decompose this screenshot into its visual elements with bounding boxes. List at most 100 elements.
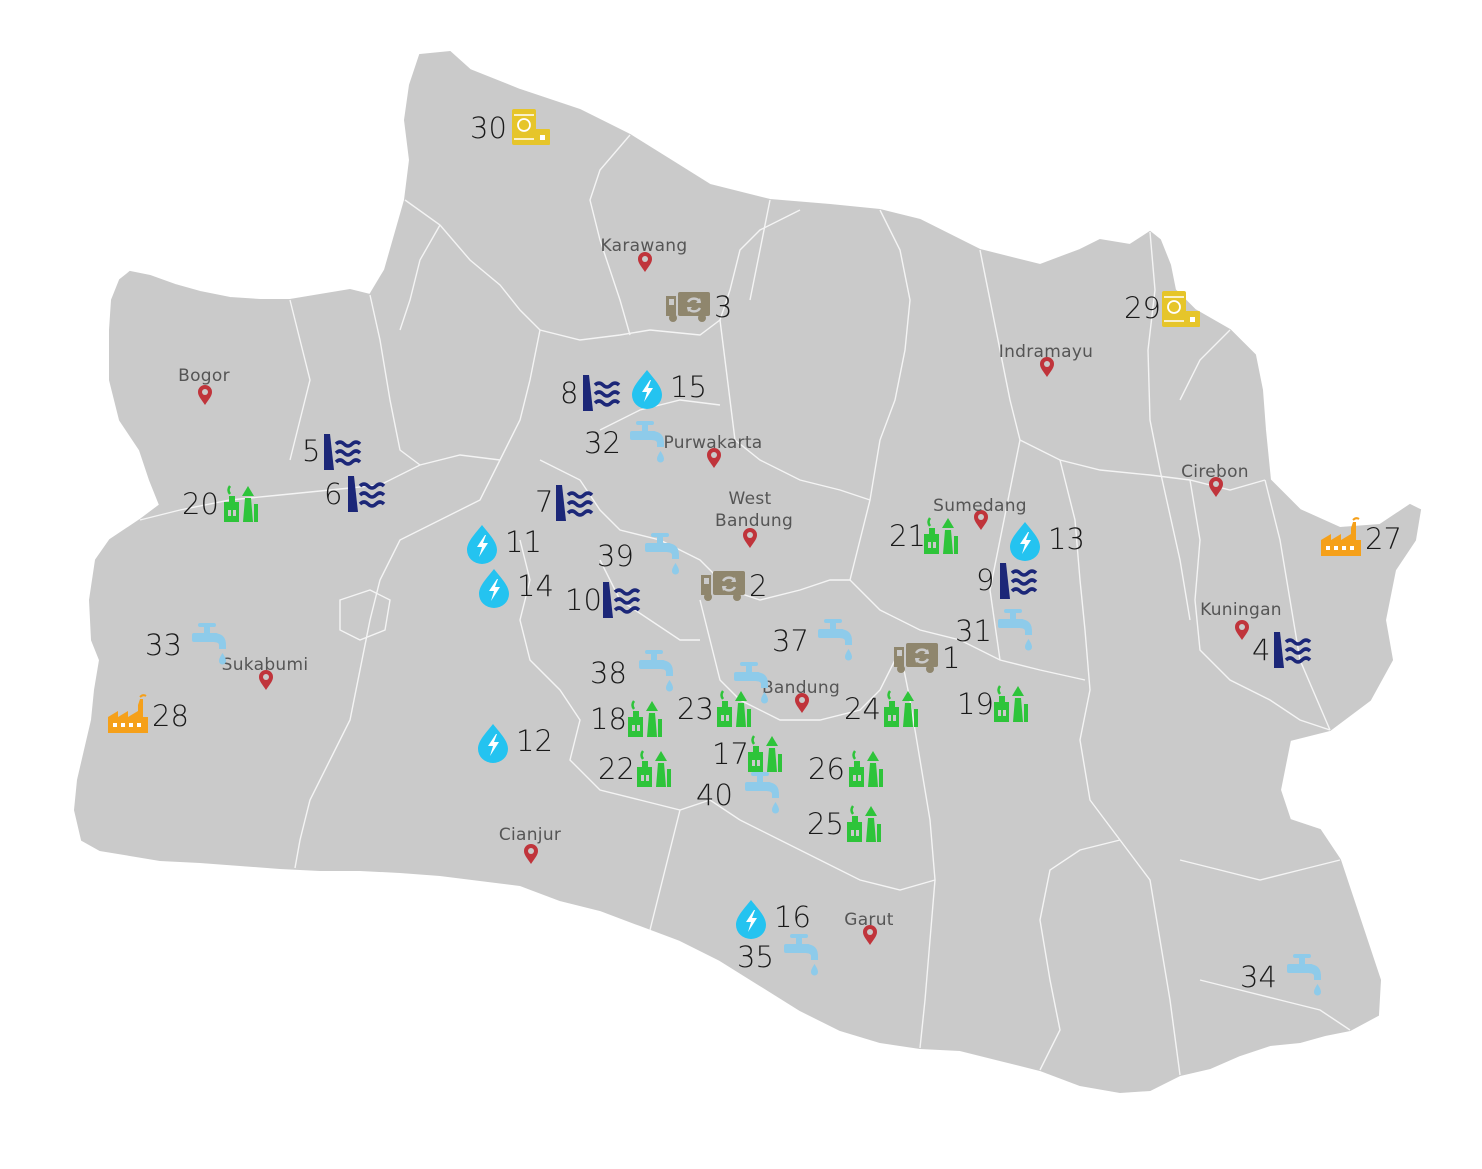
city-label: Bandung — [762, 678, 840, 698]
marker-30[interactable]: 30 — [470, 108, 551, 146]
marker-33[interactable]: 33 — [145, 623, 226, 665]
marker-number: 4 — [1252, 633, 1270, 667]
marker-8[interactable]: 8 — [560, 373, 621, 413]
marker-25[interactable]: 25 — [807, 804, 883, 844]
marker-28[interactable]: 28 — [107, 694, 189, 734]
marker-number: 33 — [145, 628, 182, 662]
marker-2[interactable]: 2 — [699, 569, 767, 603]
city-label: Sumedang — [933, 496, 1027, 516]
marker-number: 3 — [714, 290, 732, 324]
marker-20[interactable]: 20 — [182, 484, 260, 524]
city-cianjur[interactable]: Cianjur — [499, 825, 561, 864]
marker-9[interactable]: 9 — [976, 561, 1038, 601]
city-bogor[interactable]: Bogor — [178, 366, 230, 405]
marker-number: 13 — [1048, 522, 1085, 556]
marker-23[interactable]: 23 — [677, 689, 753, 729]
marker-6[interactable]: 6 — [324, 474, 386, 514]
marker-15[interactable]: 15 — [632, 370, 707, 409]
marker-39[interactable]: 39 — [597, 533, 679, 575]
marker-17[interactable]: 17 — [712, 734, 784, 774]
city-label: Sukabumi — [222, 655, 309, 675]
marker-number: 35 — [737, 940, 774, 974]
marker-29[interactable]: 29 — [1124, 290, 1201, 328]
city-label-wrap: West Bandung — [715, 489, 793, 531]
marker-number: 26 — [808, 752, 845, 786]
marker-38[interactable]: 38 — [590, 650, 673, 692]
marker-1[interactable]: 1 — [892, 641, 960, 675]
marker-number: 5 — [302, 434, 320, 468]
marker-number: 14 — [517, 569, 554, 603]
marker-21[interactable]: 21 — [889, 516, 960, 556]
city-garut[interactable]: Garut — [844, 910, 894, 945]
marker-3[interactable]: 3 — [664, 290, 732, 324]
city-label: Bogor — [178, 366, 230, 386]
marker-13[interactable]: 13 — [1010, 522, 1085, 561]
city-bandung[interactable]: Bandung — [762, 678, 840, 713]
marker-number: 18 — [590, 702, 627, 736]
marker-19[interactable]: 19 — [957, 684, 1030, 724]
marker-number: 34 — [1240, 960, 1277, 994]
marker-number: 37 — [772, 624, 809, 658]
marker-number: 15 — [670, 370, 707, 404]
marker-18[interactable]: 18 — [590, 699, 664, 739]
marker-number: 6 — [324, 477, 342, 511]
marker-number: 12 — [516, 724, 553, 758]
city-label: Cirebon — [1181, 462, 1249, 482]
marker-number: 8 — [560, 376, 578, 410]
province-landmass — [73, 50, 1422, 1094]
marker-number: 20 — [182, 487, 219, 521]
marker-26[interactable]: 26 — [808, 749, 885, 789]
marker-number: 24 — [844, 692, 881, 726]
marker-number: 32 — [584, 426, 621, 460]
marker-35[interactable]: 35 — [737, 934, 818, 976]
city-cirebon[interactable]: Cirebon — [1181, 462, 1249, 497]
marker-number: 2 — [749, 569, 767, 603]
city-label: Cianjur — [499, 825, 561, 845]
marker-7[interactable]: 7 — [535, 483, 594, 523]
marker-24[interactable]: 24 — [844, 689, 920, 729]
marker-number: 38 — [590, 656, 627, 690]
marker-4[interactable]: 4 — [1252, 630, 1312, 670]
marker-number: 17 — [712, 737, 749, 771]
marker-number: 29 — [1124, 291, 1161, 325]
marker-27[interactable]: 27 — [1320, 517, 1402, 557]
marker-number: 19 — [957, 687, 994, 721]
marker-40[interactable]: 40 — [696, 772, 779, 814]
marker-31[interactable]: 31 — [955, 609, 1032, 651]
marker-12[interactable]: 12 — [478, 724, 553, 763]
marker-5[interactable]: 5 — [302, 432, 362, 472]
marker-16[interactable]: 16 — [736, 900, 811, 939]
marker-number: 23 — [677, 692, 714, 726]
city-sumedang[interactable]: Sumedang — [933, 496, 1027, 530]
marker-number: 22 — [598, 752, 635, 786]
marker-number: 27 — [1365, 522, 1402, 556]
city-label: Kuningan — [1200, 600, 1282, 620]
marker-37[interactable]: 37 — [772, 619, 852, 661]
city-indramayu[interactable]: Indramayu — [999, 342, 1094, 377]
marker-number: 7 — [535, 485, 553, 519]
marker-number: 25 — [807, 807, 844, 841]
marker-11[interactable]: 11 — [467, 525, 542, 564]
city-west-bandung[interactable]: West Bandung — [690, 488, 810, 548]
city-karawang[interactable]: Karawang — [601, 236, 688, 272]
marker-34[interactable]: 34 — [1240, 954, 1321, 996]
city-label: Karawang — [601, 236, 688, 256]
city-sukabumi[interactable]: Sukabumi — [222, 655, 309, 690]
city-label: Garut — [844, 910, 894, 930]
city-label: Purwakarta — [663, 433, 762, 453]
marker-32[interactable]: 32 — [584, 421, 664, 463]
city-kuningan[interactable]: Kuningan — [1200, 600, 1282, 640]
marker-number: 1 — [942, 641, 960, 675]
markers-layer: 1 2 3 4 5 6 7 8 9 10 11 12 13 14 15 16 1… — [107, 108, 1402, 996]
regency-borders — [139, 134, 1351, 1076]
marker-number: 11 — [505, 525, 542, 559]
marker-22[interactable]: 22 — [598, 749, 673, 789]
marker-number: 16 — [774, 900, 811, 934]
marker-10[interactable]: 10 — [565, 580, 641, 620]
marker-14[interactable]: 14 — [479, 569, 554, 608]
marker-number: 21 — [889, 519, 926, 553]
city-purwakarta[interactable]: Purwakarta — [663, 433, 762, 468]
marker-number: 40 — [696, 778, 733, 812]
